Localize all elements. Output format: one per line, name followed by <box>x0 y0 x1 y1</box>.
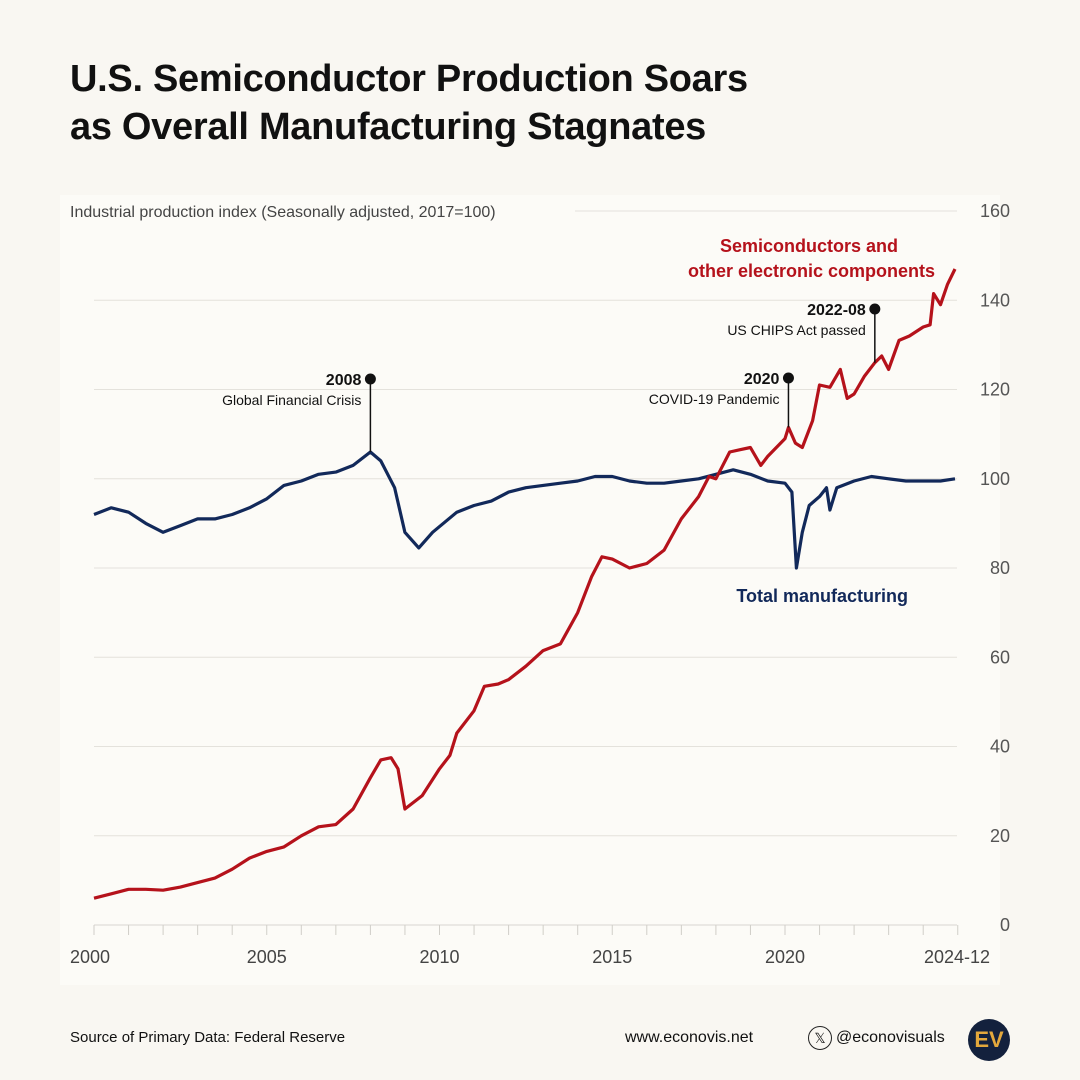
y-tick-label: 80 <box>990 558 1010 578</box>
y-tick-label: 0 <box>1000 915 1010 935</box>
x-tick-label: 2020 <box>765 947 805 967</box>
annotation-text: US CHIPS Act passed <box>727 322 866 338</box>
annotation-dot <box>869 303 881 315</box>
y-tick-label: 160 <box>980 201 1010 221</box>
website-link[interactable]: www.econovis.net <box>625 1029 754 1046</box>
title-line-2: as Overall Manufacturing Stagnates <box>70 106 706 148</box>
plot-background <box>60 195 1000 985</box>
y-tick-label: 140 <box>980 290 1010 310</box>
annotation-year: 2020 <box>744 371 780 388</box>
x-tick-label: 2015 <box>592 947 632 967</box>
annotation-year: 2008 <box>326 372 362 389</box>
title-line-1: U.S. Semiconductor Production Soars <box>70 58 748 100</box>
social-handle[interactable]: @econovisuals <box>836 1029 945 1046</box>
y-tick-label: 120 <box>980 380 1010 400</box>
annotation-dot <box>782 372 794 384</box>
y-tick-label: 60 <box>990 647 1010 667</box>
x-logo-icon: 𝕏 <box>808 1026 832 1050</box>
annotation-text: COVID-19 Pandemic <box>649 391 780 407</box>
x-tick-label: 2005 <box>247 947 287 967</box>
econovis-logo: EV <box>968 1019 1010 1061</box>
source-note: Source of Primary Data: Federal Reserve <box>70 1029 346 1046</box>
annotation-year: 2022-08 <box>807 302 866 319</box>
annotation-dot <box>364 373 376 385</box>
y-tick-label: 100 <box>980 469 1010 489</box>
y-tick-label: 40 <box>990 737 1010 757</box>
x-tick-label: 2010 <box>419 947 459 967</box>
chart-title: U.S. Semiconductor Production Soars as Ov… <box>70 55 748 151</box>
annotation-text: Global Financial Crisis <box>222 392 361 408</box>
series-line-semiconductors <box>93 268 957 900</box>
series-line-total <box>93 450 956 570</box>
series-label-total-manufacturing: Total manufacturing <box>736 586 908 606</box>
x-tick-label: 2024-12 <box>924 947 990 967</box>
y-axis-label: Industrial production index (Seasonally … <box>70 204 496 221</box>
y-tick-label: 20 <box>990 826 1010 846</box>
grid: 0 20 40 60 80 100 120 140 160 2000 2005 2010 2015 202… <box>70 201 1010 967</box>
annotations: 2008 Global Financial Crisis 2020 COVID-19 … <box>222 302 881 452</box>
series-label-semiconductors-2: other electronic components <box>688 261 935 281</box>
series-label-semiconductors: Semiconductors and <box>720 236 898 256</box>
series-lines <box>93 268 957 900</box>
x-tick-label: 2000 <box>70 947 110 967</box>
